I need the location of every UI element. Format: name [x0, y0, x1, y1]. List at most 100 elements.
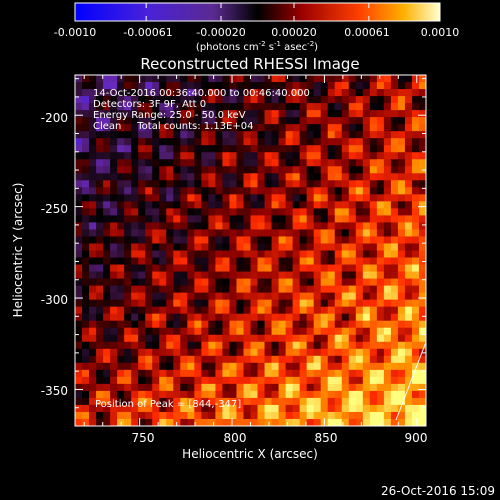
heatmap-cell — [376, 341, 385, 350]
heatmap-cell — [145, 411, 153, 420]
heatmap-cell — [334, 376, 343, 385]
heatmap-cell — [117, 194, 125, 202]
heatmap-cell — [180, 271, 188, 279]
heatmap-cell — [159, 390, 167, 399]
heatmap-cell — [187, 236, 195, 244]
heatmap-cell — [313, 418, 322, 426]
heatmap-cell — [222, 82, 230, 90]
heatmap-cell — [152, 159, 160, 167]
heatmap-cell — [271, 131, 279, 139]
heatmap-cell — [89, 376, 97, 385]
heatmap-cell — [124, 110, 132, 118]
heatmap-cell — [131, 362, 139, 371]
heatmap-cell — [341, 257, 350, 265]
heatmap-cell — [222, 404, 230, 413]
heatmap-cell — [334, 278, 343, 286]
heatmap-cell — [145, 138, 153, 146]
heatmap-cell — [411, 187, 420, 195]
heatmap-cell — [82, 334, 90, 343]
heatmap-cell — [103, 397, 111, 406]
heatmap-cell — [117, 292, 125, 301]
heatmap-cell — [75, 236, 83, 244]
heatmap-cell — [222, 334, 230, 343]
heatmap-cell — [390, 82, 399, 90]
heatmap-cell — [348, 159, 357, 167]
heatmap-cell — [404, 264, 413, 272]
heatmap-cell — [103, 250, 111, 258]
heatmap-cell — [299, 257, 308, 265]
heatmap-cell — [131, 229, 139, 237]
heatmap-cell — [264, 390, 272, 399]
heatmap-cell — [362, 376, 371, 385]
heatmap-cell — [187, 75, 195, 83]
heatmap-cell — [334, 264, 343, 272]
heatmap-cell — [96, 222, 104, 230]
heatmap-cell — [376, 299, 385, 308]
heatmap-cell — [124, 278, 132, 286]
heatmap-cell — [103, 215, 111, 223]
heatmap-cell — [187, 194, 195, 202]
heatmap-cell — [243, 110, 251, 118]
heatmap-cell — [243, 222, 251, 230]
heatmap-cell — [152, 103, 160, 111]
heatmap-cell — [145, 243, 153, 251]
heatmap-cell — [229, 145, 237, 153]
heatmap-cell — [397, 376, 406, 385]
heatmap-cell — [201, 215, 209, 223]
heatmap-cell — [376, 376, 385, 385]
heatmap-cell — [131, 383, 139, 392]
heatmap-cell — [411, 250, 420, 258]
heatmap-cell — [418, 376, 426, 385]
heatmap-cell — [257, 96, 265, 104]
heatmap-cell — [103, 299, 111, 308]
heatmap-cell — [404, 369, 413, 378]
heatmap-cell — [397, 292, 406, 301]
heatmap-cell — [292, 264, 301, 272]
heatmap-cell — [166, 390, 174, 399]
heatmap-cell — [222, 103, 230, 111]
heatmap-cell — [222, 292, 230, 301]
heatmap-cell — [285, 236, 294, 244]
heatmap-cell — [320, 285, 329, 294]
heatmap-cell — [327, 103, 336, 111]
heatmap-cell — [376, 96, 385, 104]
heatmap-cell — [103, 75, 111, 83]
heatmap-cell — [411, 173, 420, 181]
heatmap-cell — [257, 390, 265, 399]
heatmap-cell — [145, 110, 153, 118]
heatmap-cell — [208, 152, 216, 160]
heatmap-cell — [131, 257, 139, 265]
heatmap-cell — [313, 271, 322, 279]
heatmap-cell — [320, 236, 329, 244]
heatmap-cell — [208, 166, 216, 174]
heatmap-cell — [278, 376, 286, 385]
heatmap-cell — [362, 362, 371, 371]
heatmap-cell — [362, 306, 371, 315]
heatmap-cell — [397, 418, 406, 426]
heatmap-cell — [96, 355, 104, 364]
heatmap-cell — [117, 348, 125, 357]
heatmap-cell — [341, 187, 350, 195]
heatmap-cell — [75, 292, 83, 301]
x-tick-label: 900 — [405, 431, 428, 445]
heatmap-cell — [376, 404, 385, 413]
heatmap-cell — [124, 327, 132, 336]
heatmap-cell — [152, 278, 160, 286]
heatmap-cell — [264, 138, 272, 146]
heatmap-cell — [348, 243, 357, 251]
heatmap-cell — [264, 334, 272, 343]
heatmap-cell — [292, 278, 301, 286]
heatmap-cell — [397, 369, 406, 378]
heatmap-cell — [96, 313, 104, 322]
heatmap-cell — [278, 341, 286, 350]
heatmap-cell — [411, 418, 420, 426]
heatmap-cell — [376, 82, 385, 90]
heatmap-cell — [117, 306, 125, 315]
heatmap-cell — [285, 222, 294, 230]
heatmap-cell — [390, 250, 399, 258]
heatmap-cell — [404, 243, 413, 251]
heatmap-cell — [376, 334, 385, 343]
heatmap-cell — [82, 173, 90, 181]
heatmap-cell — [229, 285, 237, 294]
heatmap-cell — [397, 131, 406, 139]
